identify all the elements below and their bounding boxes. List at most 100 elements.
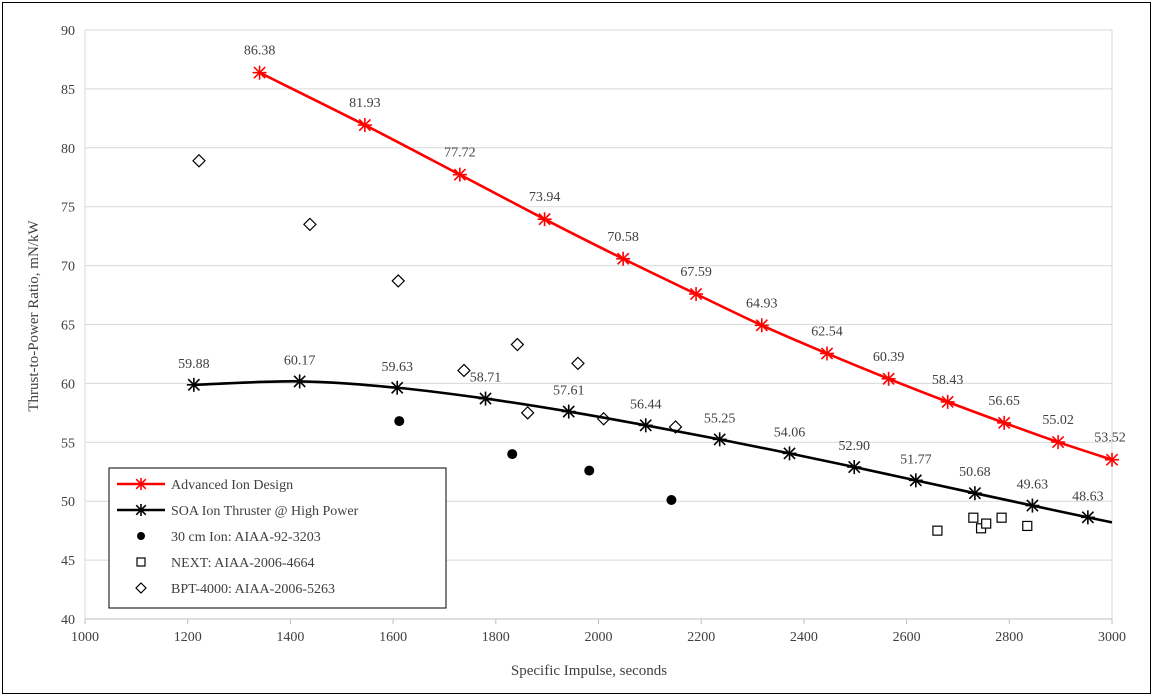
data-label: 58.43 bbox=[932, 373, 964, 388]
legend-entry: SOA Ion Thruster @ High Power bbox=[117, 504, 359, 519]
series-30-cm-ion-aiaa-92-3203-point bbox=[507, 449, 518, 460]
series-soa-ion-thruster-high-power-point bbox=[967, 486, 982, 501]
y-axis-label: Thrust-to-Power Ratio, mN/kW bbox=[26, 220, 42, 412]
x-tick-label: 1400 bbox=[276, 630, 304, 645]
series-soa-ion-thruster-high-power-point bbox=[1080, 510, 1095, 525]
y-tick-label: 55 bbox=[61, 436, 75, 451]
data-label: 52.90 bbox=[838, 439, 870, 454]
series-advanced-ion-design-point bbox=[997, 415, 1012, 430]
data-label: 59.88 bbox=[178, 357, 210, 372]
data-label: 64.93 bbox=[746, 296, 778, 311]
series-bpt-4000-aiaa-2006-5263-point bbox=[192, 153, 206, 168]
series-soa-ion-thruster-high-power-point bbox=[292, 374, 307, 389]
series-next-aiaa-2006-4664-point bbox=[968, 512, 979, 523]
y-tick-label: 90 bbox=[61, 24, 75, 39]
data-label: 60.17 bbox=[284, 353, 316, 368]
y-tick-label: 50 bbox=[61, 495, 75, 510]
x-tick-label: 2000 bbox=[585, 630, 613, 645]
data-label: 57.61 bbox=[553, 384, 585, 399]
data-label: 53.52 bbox=[1094, 431, 1126, 446]
series-advanced-ion-design-point bbox=[820, 346, 835, 361]
legend-label: BPT-4000: AIAA-2006-5263 bbox=[171, 582, 335, 597]
series-soa-ion-thruster-high-power-point bbox=[638, 418, 653, 433]
data-label: 54.06 bbox=[774, 425, 806, 440]
legend-label: 30 cm Ion: AIAA-92-3203 bbox=[171, 530, 321, 545]
series-next-aiaa-2006-4664 bbox=[932, 512, 1033, 536]
series-soa-ion-thruster-high-power bbox=[186, 374, 1113, 525]
data-label: 51.77 bbox=[900, 452, 932, 467]
series-bpt-4000-aiaa-2006-5263-point bbox=[303, 217, 317, 232]
legend-box bbox=[108, 467, 447, 609]
legend-label: NEXT: AIAA-2006-4664 bbox=[171, 556, 315, 571]
series-layer bbox=[186, 65, 1119, 536]
legend-entry: NEXT: AIAA-2006-4664 bbox=[136, 556, 315, 571]
x-axis-label: Specific Impulse, seconds bbox=[511, 663, 667, 679]
legend-entry: BPT-4000: AIAA-2006-5263 bbox=[135, 582, 335, 597]
data-label: 77.72 bbox=[444, 146, 476, 161]
series-advanced-ion-design bbox=[252, 65, 1119, 467]
data-label: 56.44 bbox=[630, 397, 662, 412]
chart: 40 45 50 55 60 65 70 75 80 85 90 1000 1200 1400 1600 18… bbox=[26, 24, 1126, 679]
data-label: 50.68 bbox=[959, 465, 991, 480]
series-bpt-4000-aiaa-2006-5263-point bbox=[457, 363, 471, 378]
data-labels: 59.88 60.17 59.63 58.71 57.61 56.44 55.25 54.06… bbox=[178, 44, 1126, 505]
series-advanced-ion-design-point bbox=[754, 318, 769, 333]
series-30-cm-ion-aiaa-92-3203-point bbox=[394, 416, 405, 427]
series-30-cm-ion-aiaa-92-3203 bbox=[394, 416, 677, 506]
data-label: 55.25 bbox=[704, 411, 736, 426]
y-tick-label: 75 bbox=[61, 201, 75, 216]
legend: Advanced Ion Design SOA Ion Thruster @ Hi… bbox=[108, 467, 447, 609]
legend-entry: Advanced Ion Design bbox=[117, 478, 293, 493]
series-soa-ion-thruster-high-power-point bbox=[1025, 498, 1040, 513]
series-30-cm-ion-aiaa-92-3203-point bbox=[584, 465, 595, 476]
series-advanced-ion-design-point bbox=[252, 65, 267, 80]
series-next-aiaa-2006-4664-point bbox=[981, 518, 992, 529]
x-tick-label: 3000 bbox=[1098, 630, 1126, 645]
y-tick-label: 40 bbox=[61, 613, 75, 628]
series-soa-ion-thruster-high-power-point bbox=[712, 432, 727, 447]
legend-entry: 30 cm Ion: AIAA-92-3203 bbox=[137, 530, 321, 545]
data-label: 86.38 bbox=[244, 44, 276, 59]
series-advanced-ion-design-point bbox=[1051, 435, 1066, 450]
series-soa-ion-thruster-high-power-point bbox=[390, 380, 405, 395]
legend-label: Advanced Ion Design bbox=[171, 478, 293, 493]
series-soa-ion-thruster-high-power-point bbox=[186, 377, 201, 392]
data-label: 58.71 bbox=[470, 371, 502, 386]
y-tick-label: 70 bbox=[61, 260, 75, 275]
data-label: 60.39 bbox=[873, 350, 905, 365]
series-advanced-ion-design-point bbox=[537, 212, 552, 227]
series-bpt-4000-aiaa-2006-5263-point bbox=[571, 356, 585, 371]
x-tick-label: 1600 bbox=[379, 630, 407, 645]
y-tick-label: 80 bbox=[61, 142, 75, 157]
x-tick-label: 2400 bbox=[790, 630, 818, 645]
series-advanced-ion-design-point bbox=[689, 286, 704, 301]
series-advanced-ion-design-line bbox=[259, 71, 1113, 461]
x-tick-label: 1800 bbox=[482, 630, 510, 645]
x-tick-label: 2600 bbox=[893, 630, 921, 645]
series-soa-ion-thruster-high-power-point bbox=[561, 404, 576, 419]
legend-marker bbox=[135, 504, 147, 516]
series-bpt-4000-aiaa-2006-5263-point bbox=[391, 274, 406, 288]
data-label: 73.94 bbox=[529, 190, 561, 205]
series-advanced-ion-design-point bbox=[940, 394, 955, 409]
series-soa-ion-thruster-high-power-point bbox=[478, 391, 493, 406]
y-tick-label: 65 bbox=[61, 319, 75, 334]
y-tick-label: 85 bbox=[61, 83, 75, 98]
series-next-aiaa-2006-4664-point bbox=[1022, 520, 1033, 532]
y-tick-label: 60 bbox=[61, 377, 75, 392]
series-soa-ion-thruster-high-power-point bbox=[908, 473, 923, 488]
series-advanced-ion-design-point bbox=[616, 251, 631, 266]
data-label: 49.63 bbox=[1017, 478, 1049, 493]
series-advanced-ion-design-point bbox=[881, 371, 896, 386]
series-30-cm-ion-aiaa-92-3203-point bbox=[666, 495, 677, 506]
x-tick-label: 2800 bbox=[995, 630, 1023, 645]
data-label: 70.58 bbox=[607, 230, 639, 245]
series-next-aiaa-2006-4664-point bbox=[932, 525, 943, 536]
series-soa-ion-thruster-high-power-point bbox=[782, 446, 797, 461]
legend-marker bbox=[135, 582, 147, 594]
series-next-aiaa-2006-4664-point bbox=[996, 512, 1007, 523]
series-bpt-4000-aiaa-2006-5263-point bbox=[520, 406, 535, 420]
series-advanced-ion-design-point bbox=[452, 167, 467, 182]
x-tick-label: 1000 bbox=[71, 630, 99, 645]
